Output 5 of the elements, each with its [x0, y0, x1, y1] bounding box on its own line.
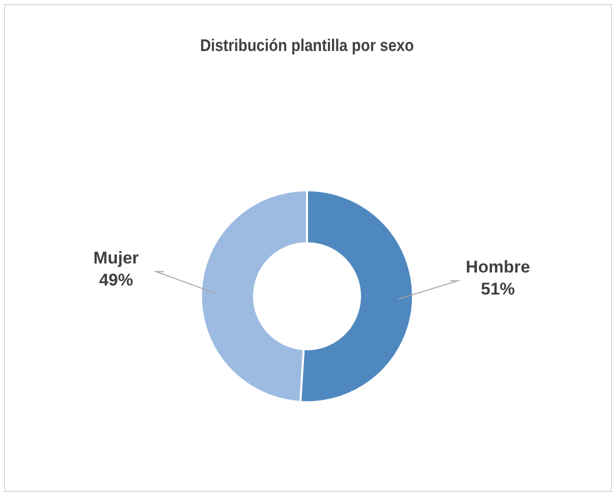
slice-label: Mujer	[93, 248, 140, 268]
slice-label: Hombre	[466, 257, 530, 276]
chart-title: Distribución plantilla por sexo	[200, 37, 414, 56]
data-label: 49%	[99, 270, 134, 290]
data-label: 51%	[480, 279, 515, 298]
